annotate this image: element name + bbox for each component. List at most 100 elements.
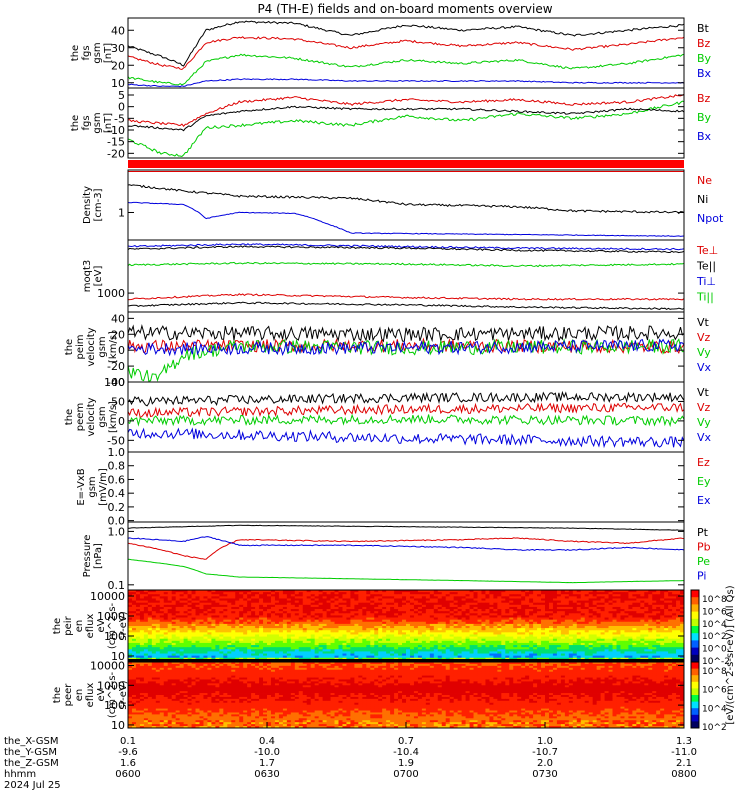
spectrogram-cell — [175, 604, 181, 608]
spectrogram-cell — [568, 609, 574, 612]
spectrogram-cell — [326, 653, 331, 657]
spectrogram-cell — [267, 651, 272, 654]
spectrogram-cell — [398, 647, 403, 650]
spectrogram-cell — [664, 642, 669, 646]
spectrogram-cell — [445, 617, 451, 621]
spectrogram-cell — [497, 653, 502, 657]
spectrogram-cell — [274, 640, 280, 644]
spectrogram-cell — [417, 606, 423, 610]
spectrogram-cell — [322, 611, 327, 614]
spectrogram-cell — [318, 604, 323, 608]
spectrogram-cell — [656, 613, 661, 616]
spectrogram-cell — [215, 630, 220, 633]
spectrogram-cell — [270, 634, 276, 637]
spectrogram-cell — [529, 626, 534, 629]
spectrogram-cell — [620, 604, 625, 608]
spectrogram-cell — [310, 611, 316, 614]
spectrogram-cell — [648, 640, 653, 644]
spectrogram-cell — [600, 638, 605, 642]
spectrogram-cell — [227, 611, 232, 614]
spectrogram-cell — [151, 609, 157, 612]
spectrogram-cell — [267, 617, 272, 621]
spectrogram-cell — [632, 647, 637, 650]
spectrogram-cell — [243, 617, 248, 621]
spectrogram-cell — [378, 621, 383, 625]
spectrogram-cell — [576, 594, 582, 597]
spectrogram-cell — [413, 596, 419, 599]
spectrogram-cell — [231, 642, 236, 646]
spectrogram-cell — [668, 602, 673, 606]
spectrogram-cell — [409, 615, 415, 618]
spectrogram-cell — [537, 600, 542, 604]
spectrogram-cell — [497, 649, 502, 652]
spectrogram-cell — [282, 630, 288, 633]
spectrogram-cell — [290, 609, 296, 612]
spectrogram-cell — [139, 613, 145, 616]
spectrogram-cell — [278, 647, 284, 650]
spectrogram-cell — [207, 623, 212, 627]
spectrogram-cell — [529, 628, 534, 631]
spectrogram-cell — [612, 590, 617, 593]
spectrogram-cell — [517, 611, 522, 614]
spectrogram-cell — [306, 636, 312, 640]
spectrogram-cell — [600, 617, 605, 621]
spectrogram-cell — [473, 621, 478, 625]
y-axis-label: Density — [82, 186, 93, 224]
spectrogram-cell — [398, 630, 403, 633]
spectrogram-cell — [672, 642, 677, 646]
spectrogram-cell — [505, 651, 510, 654]
spectrogram-cell — [652, 590, 657, 593]
spectrogram-cell — [624, 592, 629, 595]
spectrogram-cell — [338, 634, 343, 637]
spectrogram-cell — [282, 628, 288, 631]
spectrogram-cell — [402, 647, 407, 650]
spectrogram-cell — [318, 642, 323, 646]
spectrogram-cell — [453, 634, 459, 637]
spectrogram-cell — [612, 636, 617, 640]
spectrogram-cell — [338, 653, 343, 657]
spectrogram-cell — [548, 590, 554, 593]
spectrogram-cell — [239, 596, 244, 599]
spectrogram-cell — [171, 590, 177, 593]
spectrogram-cell — [548, 609, 554, 612]
spectrogram-cell — [219, 609, 224, 612]
spectrogram-cell — [163, 592, 169, 595]
spectrogram-cell — [580, 592, 586, 595]
spectrogram-cell — [537, 590, 542, 593]
spectrogram-cell — [572, 600, 578, 604]
spectrogram-cell — [596, 594, 601, 597]
spectrogram-cell — [664, 626, 669, 629]
spectrogram-cell — [457, 630, 462, 633]
spectrogram-cell — [501, 600, 506, 604]
spectrogram-cell — [282, 638, 288, 642]
spectrogram-cell — [406, 600, 411, 604]
spectrogram-cell — [612, 632, 617, 635]
spectrogram-cell — [437, 638, 443, 642]
spectrogram-cell — [207, 634, 212, 637]
spectrogram-cell — [664, 611, 669, 614]
spectrogram-cell — [537, 621, 542, 625]
spectrogram-cell — [286, 645, 292, 648]
y-tick-label: 10000 — [90, 590, 125, 603]
spectrogram-cell — [251, 653, 256, 657]
spectrogram-cell — [465, 628, 470, 631]
spectrogram-cell — [545, 611, 550, 614]
spectrogram-cell — [596, 615, 601, 618]
spectrogram-cell — [219, 642, 224, 646]
spectrogram-cell — [135, 615, 141, 618]
spectrogram-cell — [433, 655, 439, 659]
spectrogram-cell — [580, 628, 586, 631]
spectrogram-cell — [286, 642, 292, 646]
spectrogram-cell — [306, 651, 312, 654]
spectrogram-cell — [465, 638, 470, 642]
spectrogram-cell — [270, 596, 276, 599]
spectrogram-cell — [668, 640, 673, 644]
spectrogram-cell — [417, 655, 423, 659]
spectrogram-cell — [568, 632, 574, 635]
spectrogram-cell — [652, 617, 657, 621]
spectrogram-cell — [497, 598, 502, 601]
spectrogram-cell — [441, 649, 447, 652]
spectrogram-cell — [195, 649, 200, 652]
spectrogram-cell — [644, 632, 649, 635]
spectrogram-cell — [624, 653, 629, 657]
